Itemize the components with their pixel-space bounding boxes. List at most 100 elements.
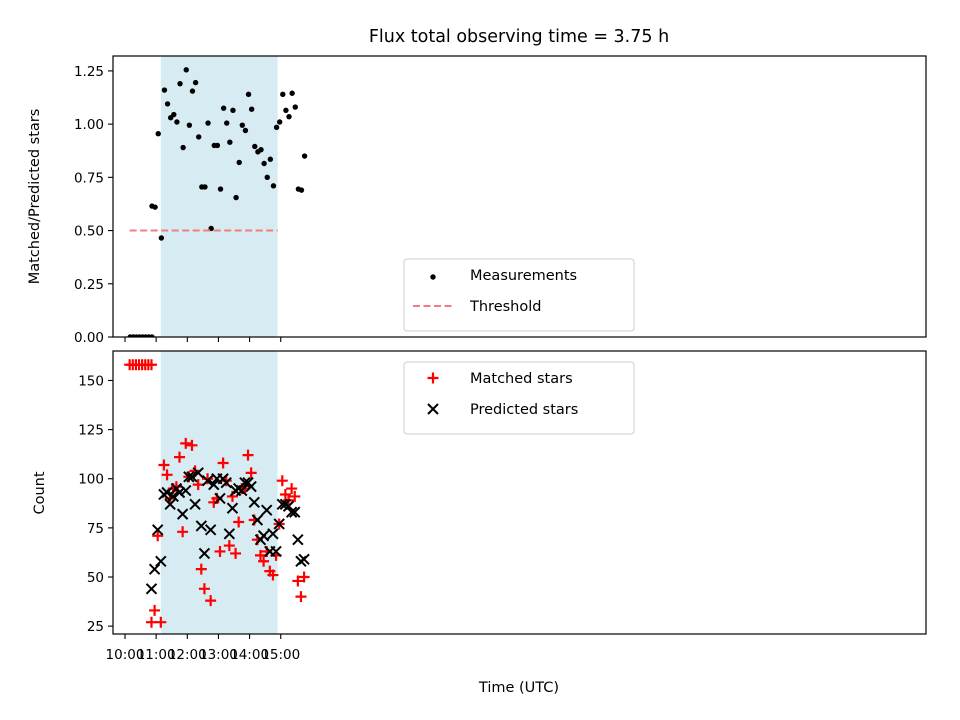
matched-stars-point (298, 571, 310, 583)
top-y-tick-label: 0.25 (74, 277, 104, 293)
x-tick-label: 14:00 (230, 647, 269, 663)
top-legend: Measurements Threshold (403, 258, 635, 332)
predicted-stars-point (236, 484, 248, 497)
predicted-stars-point (173, 486, 186, 499)
bottom-y-tick-label: 100 (78, 472, 104, 488)
x-tick-label: 12:00 (168, 647, 207, 663)
matched-stars-point (186, 439, 198, 451)
measurements-point (149, 334, 155, 337)
matched-stars-point (205, 595, 217, 607)
matched-stars-point (149, 604, 161, 616)
predicted-stars-point (267, 528, 279, 540)
top-y-tick-label: 0.50 (74, 224, 104, 240)
predicted-stars-point (208, 478, 220, 491)
matched-stars-point (230, 547, 242, 559)
measurements-point (158, 235, 165, 241)
measurements-point (217, 186, 224, 192)
bottom-legend: Matched stars Predicted stars (403, 361, 635, 435)
measurements-point (196, 134, 202, 140)
matched-stars-point (258, 555, 270, 567)
legend-label: Measurements (470, 268, 577, 284)
matched-stars-point (267, 569, 279, 581)
predicted-stars-point (186, 471, 198, 483)
matched-stars-point (223, 540, 235, 552)
predicted-stars-point (292, 533, 304, 546)
measurements-point (227, 139, 233, 145)
measurements-point (183, 67, 189, 73)
top-panel: 0.00 0.25 0.50 0.75 1.00 1.25 Measurements Thre… (74, 55, 927, 346)
matched-stars-point (145, 616, 157, 628)
measurements-point (233, 194, 239, 201)
bottom-y-tick-label: 150 (78, 373, 104, 389)
matched-stars-point (145, 359, 157, 371)
legend-marker-x (427, 403, 439, 415)
measurements-point (267, 156, 274, 162)
predicted-stars-point (239, 476, 251, 489)
measurements-point (186, 122, 193, 128)
predicted-stars-point (270, 545, 282, 558)
measurements-point (258, 146, 264, 153)
measurements-point (242, 127, 249, 134)
measurements-point (276, 119, 283, 125)
x-tick-label: 11:00 (137, 647, 176, 663)
predicted-stars-point (167, 490, 179, 503)
matched-stars-point (292, 575, 304, 587)
predicted-stars-point (164, 498, 176, 510)
matched-stars-point (202, 473, 214, 485)
matched-stars-point (158, 459, 170, 471)
matched-stars-point (177, 526, 189, 538)
measurements-point (189, 88, 196, 94)
predicted-stars-point (148, 563, 161, 575)
matched-stars-point (279, 488, 291, 500)
measurements-point (298, 187, 305, 193)
measurements-point (270, 183, 277, 189)
top-y-tick-label: 0.00 (74, 330, 104, 346)
bottom-y-tick-label: 25 (87, 619, 104, 635)
matched-stars-point (195, 563, 207, 575)
matched-stars-point (180, 437, 192, 449)
legend-label: Matched stars (470, 371, 573, 387)
predicted-stars-point (176, 508, 189, 520)
measurements-point (252, 143, 258, 150)
predicted-stars-point (220, 476, 232, 489)
predicted-stars-point (276, 498, 288, 510)
matched-stars-point (289, 490, 301, 502)
predicted-stars-point (245, 480, 257, 493)
measurements-point (283, 107, 289, 113)
legend-marker-plus (427, 372, 439, 384)
measurements-point (236, 159, 242, 166)
measurements-point (214, 142, 221, 149)
x-tick-label: 15:00 (261, 647, 300, 663)
predicted-stars-point (226, 502, 239, 514)
matched-stars-point (152, 530, 164, 542)
predicted-stars-point (285, 506, 298, 518)
matched-stars-point (254, 549, 266, 561)
measurements-point (192, 79, 199, 86)
measurements-point (280, 91, 286, 98)
measurements-point (220, 105, 227, 111)
matched-stars-point (276, 475, 288, 487)
bottom-y-tick-label: 50 (87, 570, 104, 586)
measurements-point (261, 160, 267, 167)
matched-stars-point (155, 616, 167, 628)
matched-stars-point (214, 545, 226, 557)
measurements-point (180, 144, 186, 151)
predicted-stars-point (223, 528, 236, 540)
measurements-point (230, 107, 236, 113)
predicted-stars-point (273, 518, 285, 530)
chart-title: Flux total observing time = 3.75 h (369, 27, 669, 47)
legend-box (403, 361, 635, 435)
x-tick-label: 13:00 (199, 647, 238, 663)
predicted-stars-point (298, 553, 310, 566)
predicted-stars-point (161, 486, 173, 499)
measurements-point (171, 111, 177, 118)
legend-label: Threshold (469, 299, 541, 315)
legend-box (403, 258, 635, 332)
predicted-stars-point (189, 498, 201, 510)
top-axes-frame (112, 55, 927, 338)
matched-stars-point (245, 467, 257, 479)
measurements-point (245, 91, 252, 98)
top-plot-area (127, 67, 308, 337)
measurements-point (155, 131, 161, 137)
